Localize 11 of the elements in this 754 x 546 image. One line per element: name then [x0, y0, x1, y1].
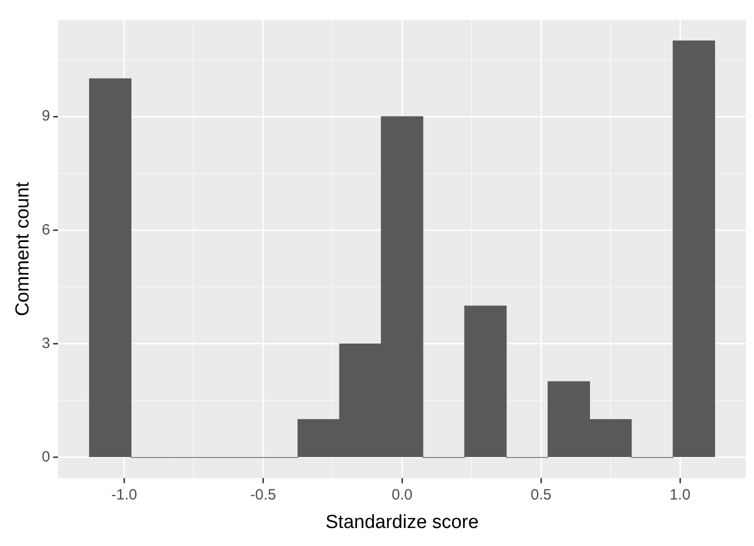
x-tick-label: -1.0	[111, 486, 138, 504]
x-tick-label: 0.5	[530, 486, 552, 504]
y-tick-label: 9	[42, 108, 50, 125]
x-tick-label: 0.0	[392, 486, 412, 504]
y-tick-label: 6	[42, 221, 50, 238]
y-tick-label: 0	[42, 448, 50, 466]
x-tick-label: -0.5	[250, 486, 276, 504]
x-tick-label: 1.0	[670, 486, 690, 504]
y-axis-title: Comment count	[12, 181, 34, 316]
y-tick-label: 3	[42, 334, 50, 352]
x-axis-title: Standardize score	[325, 512, 479, 533]
